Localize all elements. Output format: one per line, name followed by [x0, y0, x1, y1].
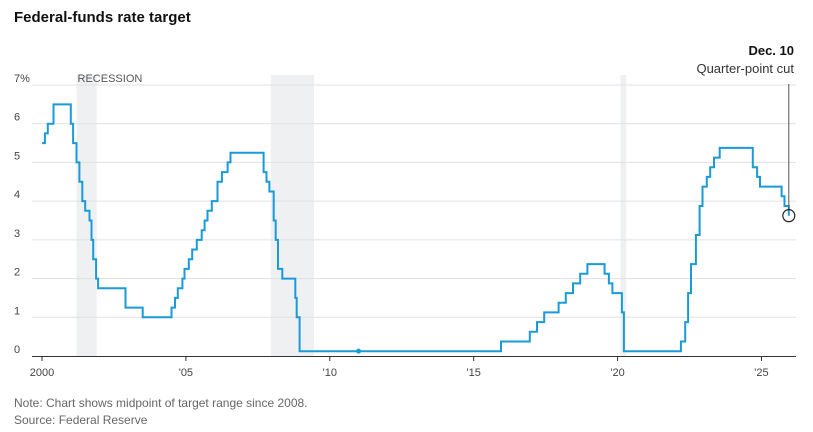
y-tick-label: 4 — [14, 189, 20, 201]
y-tick-label: 6 — [14, 112, 20, 124]
recession-band — [76, 75, 97, 356]
x-tick-label: '25 — [754, 367, 768, 379]
chart-note: Note: Chart shows midpoint of target ran… — [14, 396, 308, 410]
y-tick-label: 3 — [14, 228, 20, 240]
y-tick-label: 5 — [14, 150, 20, 162]
y-tick-label: 1 — [14, 305, 20, 317]
annotation-text: Quarter-point cut — [696, 61, 794, 76]
x-tick-label: '15 — [467, 367, 481, 379]
recession-band — [620, 75, 627, 356]
rate-line — [42, 103, 790, 353]
y-tick-label: 7% — [14, 73, 30, 85]
data-point-marker — [356, 348, 362, 354]
annotation-date: Dec. 10 — [748, 43, 794, 58]
x-tick-label: '05 — [179, 367, 193, 379]
x-tick-label: '20 — [610, 367, 624, 379]
recession-band — [270, 75, 314, 356]
annotation-circle — [782, 209, 796, 223]
chart-title: Federal-funds rate target — [14, 9, 191, 26]
y-tick-label: 2 — [14, 267, 20, 279]
y-tick-label: 0 — [14, 344, 20, 356]
chart-source: Source: Federal Reserve — [14, 413, 148, 427]
x-tick-label: 2000 — [30, 367, 54, 379]
x-tick-label: '10 — [323, 367, 337, 379]
recession-label: RECESSION — [78, 73, 143, 85]
